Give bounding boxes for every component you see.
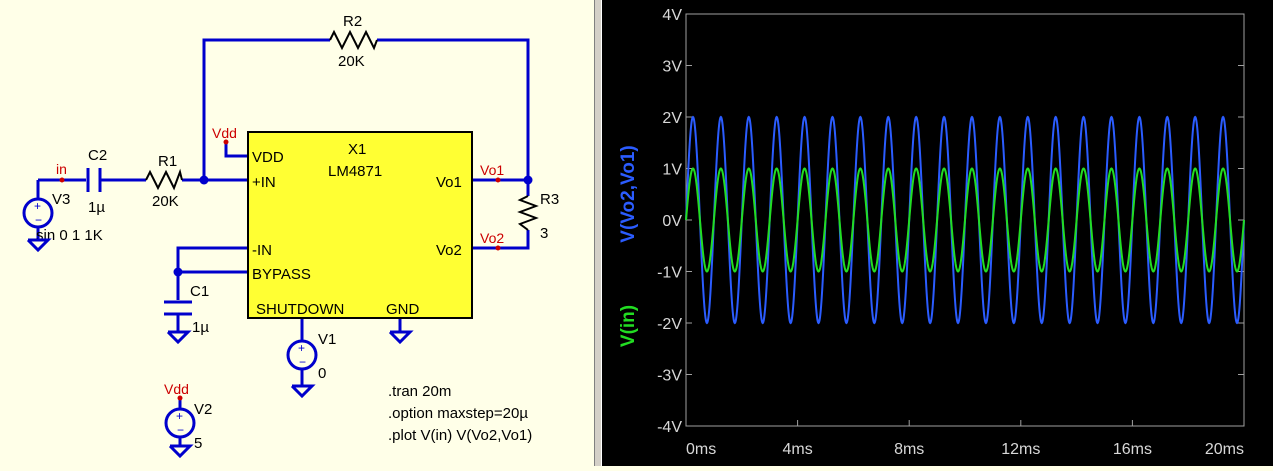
v3-value: sin 0 1 1K bbox=[36, 227, 103, 244]
v2-name: V2 bbox=[194, 401, 212, 418]
pin-vo2: Vo2 bbox=[436, 242, 462, 259]
r1-name: R1 bbox=[158, 153, 177, 170]
ic-name: X1 bbox=[348, 141, 366, 158]
net-label-vo2: Vo2 bbox=[480, 230, 504, 246]
net-label-vo1: Vo1 bbox=[480, 162, 504, 178]
svg-text:−: − bbox=[299, 355, 306, 369]
svg-text:+: + bbox=[34, 199, 41, 213]
voltage-source-v1[interactable]: + − bbox=[286, 339, 318, 371]
x-tick-label: 12ms bbox=[1001, 441, 1040, 458]
y-tick-label: 4V bbox=[662, 7, 682, 24]
svg-text:−: − bbox=[177, 423, 184, 437]
v1-value: 0 bbox=[318, 365, 326, 382]
x-tick-label: 20ms bbox=[1205, 441, 1244, 458]
pin-bypass: BYPASS bbox=[252, 266, 311, 283]
svg-text:+: + bbox=[176, 409, 183, 423]
resistor-r2[interactable] bbox=[329, 29, 378, 51]
wires bbox=[36, 38, 530, 446]
net-label-vdd-ic: Vdd bbox=[212, 125, 237, 141]
net-label-vdd-source: Vdd bbox=[164, 381, 189, 397]
resistor-r3[interactable] bbox=[517, 195, 539, 231]
waveform-plot-panel[interactable]: 4V 3V 2V 1V 0V -1V -2V -3V -4V 0ms 4ms 8ms 12ms 16ms… bbox=[602, 0, 1273, 466]
ic-lm4871[interactable] bbox=[247, 131, 473, 319]
r3-name: R3 bbox=[540, 191, 559, 208]
x-tick-label: 0ms bbox=[686, 441, 716, 458]
ic-part: LM4871 bbox=[328, 163, 382, 180]
pin-vo1: Vo1 bbox=[436, 174, 462, 191]
y-tick-label: 2V bbox=[662, 110, 682, 127]
pin-shutdown: SHUTDOWN bbox=[256, 301, 344, 318]
c2-value: 1µ bbox=[88, 199, 105, 216]
r2-name: R2 bbox=[343, 13, 362, 30]
capacitor-c1[interactable] bbox=[164, 300, 192, 320]
c1-name: C1 bbox=[190, 283, 209, 300]
x-tick-label: 16ms bbox=[1113, 441, 1152, 458]
y-tick-label: 0V bbox=[662, 213, 682, 230]
directive-tran[interactable]: .tran 20m bbox=[388, 383, 451, 400]
schematic-panel[interactable]: R2 20K R1 20K R3 3 C2 1µ bbox=[0, 0, 594, 466]
c1-value: 1µ bbox=[192, 319, 209, 336]
y-tick-label: -1V bbox=[657, 265, 682, 282]
pin-in-plus: +IN bbox=[252, 174, 276, 191]
net-marker bbox=[223, 139, 229, 145]
r3-value: 3 bbox=[540, 225, 548, 242]
net-marker bbox=[495, 245, 501, 251]
pin-gnd: GND bbox=[386, 301, 420, 318]
junction-dot bbox=[199, 175, 209, 185]
y-tick-label: -2V bbox=[657, 316, 682, 333]
v2-value: 5 bbox=[194, 435, 202, 452]
resistor-r1[interactable] bbox=[145, 168, 183, 191]
ground-icon bbox=[388, 330, 414, 345]
pin-in-minus: -IN bbox=[252, 242, 272, 259]
ground-icon bbox=[166, 330, 192, 345]
ground-icon bbox=[168, 444, 194, 459]
v3-name: V3 bbox=[52, 191, 70, 208]
svg-text:+: + bbox=[298, 341, 305, 355]
legend-vo2-vo1[interactable]: V(Vo2,Vo1) bbox=[618, 145, 639, 242]
junction-dot bbox=[173, 267, 183, 277]
capacitor-c2[interactable] bbox=[86, 168, 110, 192]
x-tick-label: 4ms bbox=[782, 441, 812, 458]
voltage-source-v2[interactable]: + − bbox=[164, 407, 196, 439]
legend-vin[interactable]: V(in) bbox=[618, 305, 639, 347]
r2-value: 20K bbox=[338, 53, 365, 70]
trace-vin[interactable] bbox=[685, 167, 1245, 273]
directive-plot[interactable]: .plot V(in) V(Vo2,Vo1) bbox=[388, 427, 532, 444]
x-tick-label: 8ms bbox=[894, 441, 924, 458]
directive-option[interactable]: .option maxstep=20µ bbox=[388, 405, 528, 422]
pane-splitter[interactable] bbox=[594, 0, 602, 466]
ground-icon bbox=[290, 384, 316, 399]
y-tick-label: 3V bbox=[662, 59, 682, 76]
y-tick-label: -3V bbox=[657, 368, 682, 385]
v1-name: V1 bbox=[318, 331, 336, 348]
junction-dot bbox=[523, 175, 533, 185]
net-marker bbox=[59, 177, 65, 183]
y-tick-label: -4V bbox=[657, 419, 682, 436]
y-tick-label: 1V bbox=[662, 162, 682, 179]
r1-value: 20K bbox=[152, 193, 179, 210]
ground-icon bbox=[26, 238, 52, 253]
voltage-source-v3[interactable]: + − bbox=[22, 197, 54, 229]
net-marker bbox=[177, 395, 183, 401]
pin-vdd: VDD bbox=[252, 149, 284, 166]
c2-name: C2 bbox=[88, 147, 107, 164]
net-marker bbox=[495, 177, 501, 183]
svg-text:−: − bbox=[35, 213, 42, 227]
net-label-in: in bbox=[56, 161, 67, 177]
